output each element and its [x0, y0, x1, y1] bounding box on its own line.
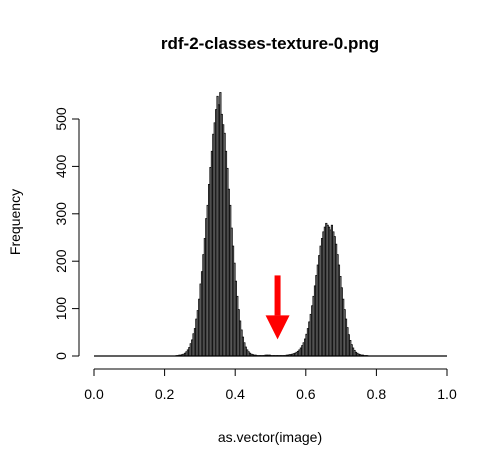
red-down-arrow: [265, 275, 290, 340]
y-tick-label: 400: [53, 155, 69, 179]
chart-title: rdf-2-classes-texture-0.png: [161, 34, 379, 53]
x-tick-label: 0.2: [155, 386, 175, 402]
x-tick-label: 0.4: [225, 386, 245, 402]
arrow-shaft: [274, 275, 281, 316]
histogram-bars: [94, 92, 447, 357]
y-axis: 0 100 200 300 400 500: [53, 107, 80, 360]
x-tick-label: 0.6: [296, 386, 316, 402]
x-axis-label: as.vector(image): [218, 429, 322, 445]
y-tick-label: 200: [53, 249, 69, 273]
x-tick-label: 0.8: [367, 386, 387, 402]
arrow-head: [265, 315, 290, 340]
x-tick-label: 0.0: [84, 386, 104, 402]
y-tick-label: 0: [53, 352, 69, 360]
x-axis: 0.0 0.2 0.4 0.6 0.8 1.0: [84, 368, 457, 402]
y-axis-label: Frequency: [7, 189, 23, 255]
y-tick-label: 300: [53, 202, 69, 226]
x-tick-label: 1.0: [437, 386, 457, 402]
y-tick-label: 100: [53, 297, 69, 321]
y-tick-label: 500: [53, 107, 69, 131]
